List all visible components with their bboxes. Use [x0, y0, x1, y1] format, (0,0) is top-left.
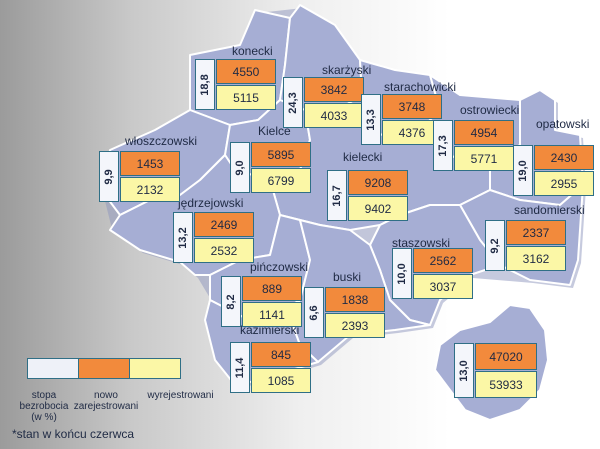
newly-registered-box: 1838: [325, 287, 385, 312]
deregistered-box: 1141: [242, 302, 302, 327]
newly-registered-box: 2337: [506, 220, 566, 245]
newly-registered-box: 4954: [454, 120, 514, 145]
county-label-buski: buski: [333, 270, 362, 284]
deregistered-box: 4033: [304, 103, 364, 128]
total-deregistered-box: 53933: [475, 371, 537, 398]
legend-label-rate: stopa bezrobocia (w %): [19, 390, 69, 423]
county-label-staszowski: staszowski: [392, 236, 451, 250]
newly-registered-box: 3842: [304, 77, 364, 102]
county-label-ostrowiecki: ostrowiecki: [460, 103, 520, 117]
county-label-opatowski: opatowski: [536, 117, 590, 131]
deregistered-box: 5771: [454, 146, 514, 171]
unemployment-rate-box: 13,2: [173, 212, 193, 263]
total-unemployment-rate-box: 13,0: [454, 343, 474, 398]
unemployment-rate-box: 18,8: [195, 59, 215, 110]
legend-label-new: nowo zarejestrowani: [73, 390, 139, 412]
unemployment-rate-box: 9,9: [99, 151, 119, 202]
footnote: *stan w końcu czerwca: [12, 427, 135, 441]
newly-registered-box: 1453: [120, 151, 180, 176]
legend-swatch-new: [78, 358, 130, 379]
newly-registered-box: 889: [242, 276, 302, 301]
newly-registered-box: 2562: [413, 248, 473, 273]
deregistered-box: 2532: [194, 238, 254, 263]
deregistered-box: 5115: [216, 85, 276, 110]
deregistered-box: 1085: [251, 368, 311, 393]
county-label-kielce: Kielce: [258, 124, 291, 138]
county-label-wloszczowski: włoszczowski: [125, 134, 198, 148]
county-label-sandomierski: sandomierski: [514, 203, 585, 217]
total-newly-registered-box: 47020: [475, 343, 537, 370]
unemployment-rate-box: 9,0: [230, 142, 250, 193]
county-label-kielecki: kielecki: [343, 150, 383, 164]
deregistered-box: 2132: [120, 177, 180, 202]
newly-registered-box: 3748: [382, 94, 442, 119]
unemployment-rate-box: 10,0: [392, 248, 412, 299]
unemployment-rate-box: 19,0: [513, 145, 533, 196]
unemployment-rate-box: 6,6: [304, 287, 324, 338]
deregistered-box: 3162: [506, 246, 566, 271]
county-label-starachowicki: starachowicki: [384, 80, 457, 94]
newly-registered-box: 9208: [348, 170, 408, 195]
unemployment-rate-box: 9,2: [485, 220, 505, 271]
unemployment-rate-box: 17,3: [433, 120, 453, 171]
deregistered-box: 6799: [251, 168, 311, 193]
county-label-pinczowski: pińczowski: [250, 260, 309, 274]
deregistered-box: 3037: [413, 274, 473, 299]
unemployment-rate-box: 24,3: [283, 77, 303, 128]
unemployment-rate-box: 13,3: [361, 94, 381, 145]
legend-label-registered: wyrejestrowani: [147, 390, 214, 401]
newly-registered-box: 2430: [534, 145, 594, 170]
newly-registered-box: 2469: [194, 212, 254, 237]
deregistered-box: 9402: [348, 196, 408, 221]
unemployment-rate-box: 8,2: [221, 276, 241, 327]
unemployment-rate-box: 11,4: [230, 342, 250, 393]
legend-swatch-rate: [27, 358, 79, 379]
county-label-skarzyski: skarżyski: [322, 63, 372, 77]
deregistered-box: 2393: [325, 313, 385, 338]
county-label-konecki: konecki: [232, 44, 273, 58]
county-label-jedrzejowski: jędrzejowski: [178, 196, 244, 210]
newly-registered-box: 845: [251, 342, 311, 367]
legend-swatch-registered: [129, 358, 181, 379]
deregistered-box: 2955: [534, 171, 594, 196]
newly-registered-box: 5895: [251, 142, 311, 167]
unemployment-rate-box: 16,7: [327, 170, 347, 221]
newly-registered-box: 4550: [216, 59, 276, 84]
